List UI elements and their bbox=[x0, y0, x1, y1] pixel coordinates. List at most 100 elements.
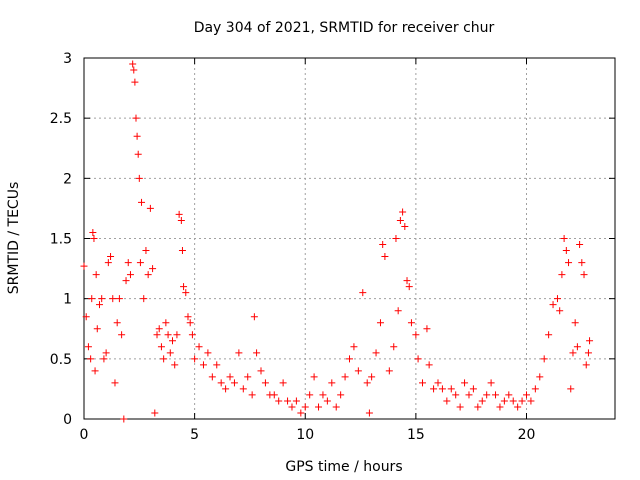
data-point-marker bbox=[132, 114, 140, 122]
x-tick-label: 0 bbox=[80, 427, 89, 443]
data-point-marker bbox=[571, 319, 579, 327]
data-point-marker bbox=[438, 385, 446, 393]
data-point-marker bbox=[138, 198, 146, 206]
data-point-marker bbox=[414, 355, 422, 363]
x-tick-label: 20 bbox=[518, 427, 536, 443]
data-point-marker bbox=[565, 259, 573, 267]
data-point-marker bbox=[346, 355, 353, 363]
data-point-marker bbox=[372, 349, 380, 357]
data-point-marker bbox=[381, 253, 389, 261]
data-point-marker bbox=[250, 313, 258, 321]
axis-ticks: 0 5 10 15 20 0 0.5 1 1.5 2 2.5 3 bbox=[50, 51, 615, 443]
data-point-marker bbox=[100, 355, 108, 363]
data-point-marker bbox=[88, 295, 96, 303]
data-point-marker bbox=[560, 235, 568, 242]
data-point-marker bbox=[217, 379, 225, 387]
data-point-marker bbox=[166, 349, 174, 357]
y-tick-label: 1 bbox=[63, 292, 72, 308]
data-point-marker bbox=[275, 397, 283, 405]
data-point-marker bbox=[134, 150, 142, 158]
data-point-marker bbox=[401, 222, 409, 230]
data-point-marker bbox=[87, 355, 95, 363]
data-point-marker bbox=[95, 301, 103, 309]
data-point-marker bbox=[478, 397, 486, 405]
data-point-marker bbox=[423, 325, 431, 333]
data-point-marker bbox=[135, 174, 143, 182]
data-point-marker bbox=[310, 373, 318, 381]
data-point-marker bbox=[580, 271, 588, 279]
data-point-marker bbox=[407, 319, 415, 327]
data-point-marker bbox=[153, 331, 161, 339]
grid-lines bbox=[84, 58, 615, 419]
data-point-marker bbox=[396, 216, 404, 224]
y-axis-label: SRMTID / TECUs bbox=[6, 182, 22, 295]
data-point-marker bbox=[434, 379, 442, 387]
data-point-marker bbox=[226, 373, 234, 381]
data-point-marker bbox=[257, 367, 265, 375]
data-point-marker bbox=[350, 343, 358, 351]
data-point-marker bbox=[359, 289, 367, 297]
data-point-marker bbox=[368, 373, 376, 381]
y-tick-label: 2.5 bbox=[50, 111, 72, 127]
data-point-marker bbox=[126, 271, 134, 279]
data-point-marker bbox=[553, 295, 561, 303]
data-point-marker bbox=[341, 373, 349, 381]
data-point-marker bbox=[505, 391, 513, 399]
data-point-marker bbox=[412, 331, 420, 339]
data-point-marker bbox=[186, 319, 194, 327]
data-point-marker bbox=[385, 367, 393, 375]
data-point-marker bbox=[93, 325, 101, 333]
data-point-marker bbox=[182, 289, 190, 297]
data-point-marker bbox=[91, 367, 99, 375]
x-axis-label: GPS time / hours bbox=[285, 459, 402, 475]
data-point-marker bbox=[337, 391, 345, 399]
data-point-marker bbox=[323, 397, 331, 405]
data-point-marker bbox=[98, 295, 106, 303]
data-point-marker bbox=[365, 409, 373, 417]
data-point-marker bbox=[111, 379, 119, 387]
data-point-marker bbox=[582, 361, 590, 369]
data-point-marker bbox=[419, 379, 427, 387]
data-point-marker bbox=[328, 379, 336, 387]
data-point-marker bbox=[253, 349, 261, 357]
data-point-marker bbox=[120, 415, 128, 423]
data-point-marker bbox=[452, 391, 460, 399]
data-point-marker bbox=[569, 349, 577, 357]
data-point-marker bbox=[469, 385, 477, 393]
data-point-marker bbox=[536, 373, 544, 381]
data-point-marker bbox=[191, 355, 199, 363]
data-point-marker bbox=[80, 262, 88, 270]
data-point-marker bbox=[157, 343, 165, 351]
data-point-marker bbox=[443, 397, 451, 405]
data-point-marker bbox=[178, 247, 186, 255]
data-point-marker bbox=[144, 271, 152, 279]
data-point-marker bbox=[487, 379, 495, 387]
data-points bbox=[80, 60, 594, 423]
data-point-marker bbox=[177, 216, 185, 224]
data-point-marker bbox=[140, 295, 148, 303]
data-point-marker bbox=[169, 337, 176, 345]
x-tick-label: 5 bbox=[190, 427, 199, 443]
data-point-marker bbox=[586, 337, 594, 345]
data-point-marker bbox=[184, 313, 192, 321]
y-tick-label: 0 bbox=[63, 412, 72, 428]
data-point-marker bbox=[208, 373, 216, 381]
data-point-marker bbox=[545, 331, 553, 339]
data-point-marker bbox=[390, 343, 398, 351]
data-point-marker bbox=[492, 391, 500, 399]
data-point-marker bbox=[248, 391, 256, 399]
data-point-marker bbox=[164, 331, 172, 339]
data-point-marker bbox=[136, 259, 144, 267]
data-point-marker bbox=[301, 403, 309, 411]
data-point-marker bbox=[509, 397, 517, 405]
data-point-marker bbox=[270, 391, 278, 399]
data-point-marker bbox=[118, 331, 126, 339]
data-point-marker bbox=[222, 385, 230, 393]
y-tick-label: 1.5 bbox=[50, 232, 72, 248]
data-point-marker bbox=[155, 325, 163, 333]
data-point-marker bbox=[151, 409, 159, 417]
data-point-marker bbox=[230, 379, 238, 387]
data-point-marker bbox=[549, 301, 557, 309]
data-point-marker bbox=[518, 397, 526, 405]
data-point-marker bbox=[461, 379, 469, 387]
